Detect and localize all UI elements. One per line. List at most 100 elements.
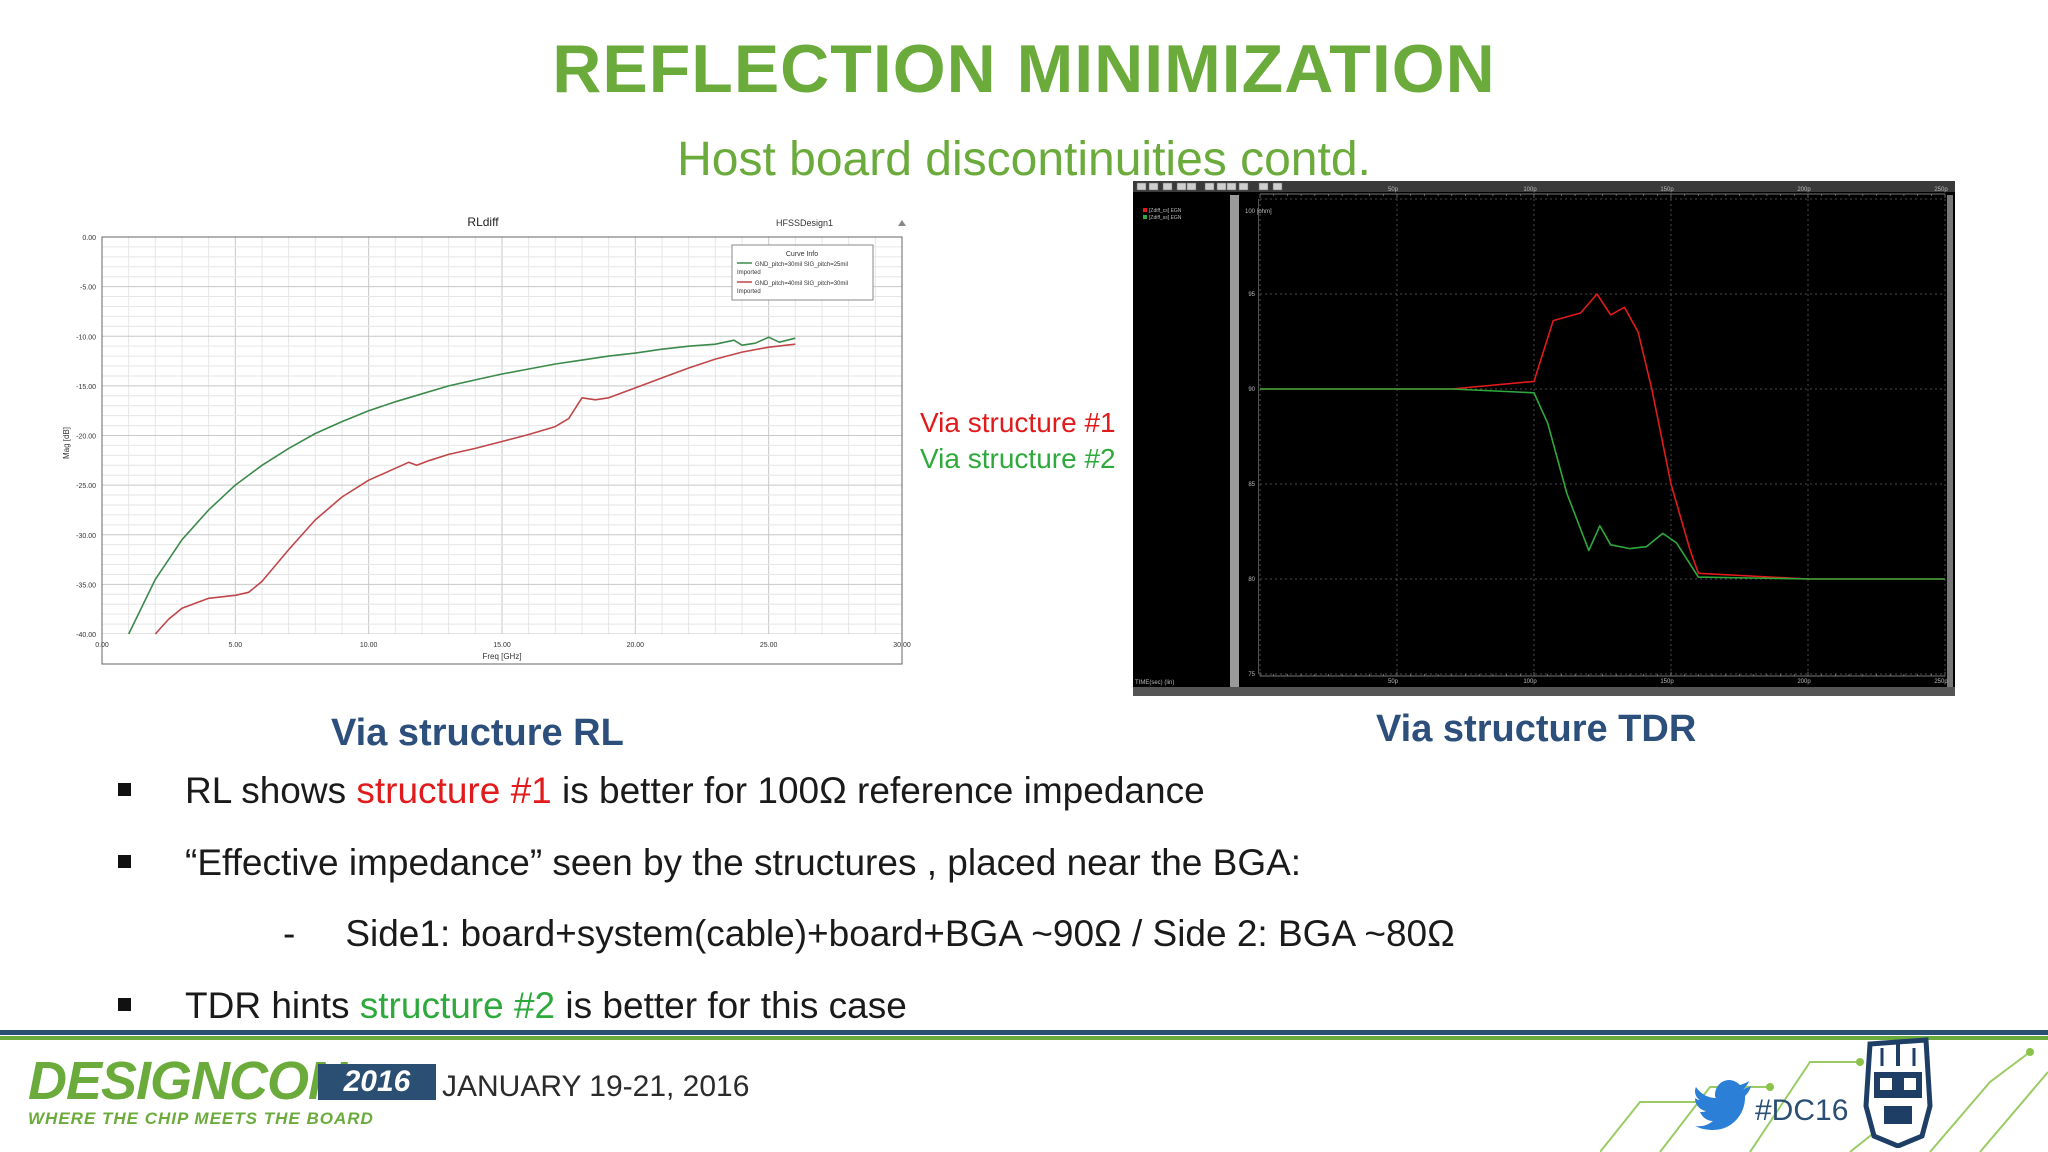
tdr-toolbar-buttons [1136,182,1283,674]
rl-x-tick-label: 10.00 [360,642,378,649]
tdr-toolbar-button[interactable] [1204,182,1215,191]
tdr-legend-outer: Via structure #1 Via structure #2 [920,405,1116,477]
rl-series-line-2 [154,343,796,635]
tdr-x-tick-label: 100p [1523,679,1537,685]
sub-bullet-text: Side1: board+system(cable)+board+BGA ~90… [345,913,1455,954]
designcon-year-badge: 2016 [318,1064,436,1100]
tdr-y-tick-label: 75 [1248,672,1255,678]
rl-y-tick-label: -10.00 [76,334,96,341]
rl-chart: RLdiff HFSSDesign1 0.00 5.00 10.00 15.00 20.… [55,208,915,668]
slide-title: REFLECTION MINIMIZATION [552,31,1496,107]
bullet-1-highlight: structure #1 [356,770,552,811]
tdr-toolbar-button[interactable] [1216,182,1227,191]
tdr-toolbar-button[interactable] [1238,182,1249,191]
bullet-3-text-end: is better for this case [555,985,907,1026]
tdr-toolbar-button[interactable] [1186,182,1197,191]
tdr-caption: Via structure TDR [1376,708,1697,750]
tdr-inner-legend: [Zdiff_cs] EGN[Zdiff_ss] EGN [1143,208,1182,221]
rl-y-tick-label: -5.00 [80,285,96,292]
bullet-1: RL shows structure #1 is better for 100Ω… [118,770,1205,812]
sub-bullet: - Side1: board+system(cable)+board+BGA ~9… [283,913,1455,955]
tdr-x-tick-label-top: 150p [1660,187,1674,193]
tdr-time-axis-label: TIME(sec) (lin) [1135,680,1174,686]
bullet-2: “Effective impedance” seen by the struct… [118,842,1301,884]
rl-x-tick-label: 5.00 [229,642,243,649]
tdr-inner-legend-swatch [1143,215,1147,219]
rl-y-tick-label: -35.00 [76,582,96,589]
footer-rule [0,1030,2048,1035]
tdr-x-tick-label: 250p [1934,679,1948,685]
rl-legend: Curve Info GND_pitch=30mil SIG_pitch=25m… [731,244,874,301]
rl-y-tick-label: -25.00 [76,483,96,490]
tdr-y-axis [1258,199,1259,674]
rl-y-tick-label: -20.00 [76,434,96,441]
rl-axis-strip [102,634,902,664]
tdr-series-line-2 [1260,388,1945,580]
tdr-scrollbar[interactable] [1230,195,1239,687]
tdr-x-tick-label: 200p [1797,679,1811,685]
hashtag-label: #DC16 [1755,1094,1849,1127]
tdr-toolbar-button[interactable] [1148,182,1159,191]
bullet-3-text: TDR hints [185,985,360,1026]
rl-legend-box [731,244,874,301]
bullet-square-icon [118,782,131,796]
tdr-background [1133,181,1955,696]
rl-legend-entry-sub: Imported [737,270,761,276]
rl-chart-title: RLdiff [467,215,499,229]
tdr-toolbar-button[interactable] [1272,182,1283,191]
bullet-3-highlight: structure #2 [359,985,556,1026]
designcon-logo: DESIGNCON 2016 WHERE THE CHIP MEETS THE … [28,1050,436,1130]
tdr-x-tick-label-top: 50p [1388,187,1399,193]
tdr-inner-legend-label: [Zdiff_cs] EGN [1149,208,1182,214]
rl-y-axis-label: Mag [dB] [62,427,71,459]
twitter-bird-icon [1695,1080,1751,1130]
tdr-toolbar-button[interactable] [1162,182,1173,191]
tdr-inner-legend-label: [Zdiff_ss] EGN [1149,215,1182,221]
rl-x-tick-label: 0.00 [95,642,109,649]
tdr-y-tick-label: 90 [1248,387,1255,393]
rl-legend-entry-sub: Imported [737,289,761,295]
rl-caption: Via structure RL [331,712,624,754]
tdr-toolbar-button[interactable] [1136,182,1147,191]
rl-y-tick-label: -30.00 [76,533,96,540]
rl-design-label: HFSSDesign1 [776,218,833,228]
tdr-unit-label: 100 [ohm] [1245,209,1272,215]
tdr-chart: 50p 50p 100p 100p 150p 150p 200p 200p 250p 250p 95… [1133,181,1955,696]
tdr-x-tick-label: 50p [1388,679,1399,685]
robot-mascot-icon [1863,1037,1933,1148]
rl-legend-title: Curve Info [786,251,818,258]
rl-y-tick-label: -40.00 [76,632,96,639]
rl-collapse-icon[interactable] [898,220,906,226]
tdr-y-tick-label: 80 [1248,577,1255,583]
bullet-2-text: “Effective impedance” seen by the struct… [185,842,1302,883]
designcon-wordmark: DESIGNCON [28,1051,347,1111]
rl-ticks: 0.00 5.00 10.00 15.00 20.00 25.00 30.00 0.00 -5.… [76,235,911,649]
tdr-ticks: 50p 50p 100p 100p 150p 150p 200p 200p 250p 250p 95… [1248,187,1948,685]
rl-x-tick-label: 20.00 [627,642,645,649]
tdr-right-scrollbar[interactable] [1947,195,1953,687]
designcon-tagline: WHERE THE CHIP MEETS THE BOARD [28,1109,374,1128]
bullet-1-text: RL shows [185,770,357,811]
sub-bullet-dash: - [283,913,296,954]
tdr-series-line-1 [1260,293,1945,580]
bullet-3: TDR hints structure #2 is better for thi… [118,985,907,1027]
rl-series-line-1 [127,336,796,635]
rl-y-tick-label: 0.00 [82,235,96,242]
tdr-x-tick-label-top: 200p [1797,187,1811,193]
tdr-y-tick-label: 85 [1248,482,1255,488]
footer-rule-accent [0,1036,2048,1040]
tdr-legend-item-1: Via structure #1 [920,407,1116,438]
rl-series-group [127,336,796,635]
rl-x-axis-label: Freq [GHz] [482,652,521,661]
tdr-x-tick-label-top: 250p [1934,187,1948,193]
tdr-toolbar-button[interactable] [1226,182,1237,191]
bullet-square-icon [118,997,131,1011]
tdr-bottom-bar [1133,687,1955,696]
tdr-toolbar-button[interactable] [1176,182,1187,191]
rl-plot-frame [101,236,903,665]
tdr-toolbar-button[interactable] [1258,182,1269,191]
rl-legend-entry: GND_pitch=40mil SIG_pitch=30mil [755,281,848,287]
tdr-series-group [1260,293,1945,580]
tdr-inner-legend-swatch [1143,208,1147,212]
event-dates: JANUARY 19-21, 2016 [442,1070,750,1103]
